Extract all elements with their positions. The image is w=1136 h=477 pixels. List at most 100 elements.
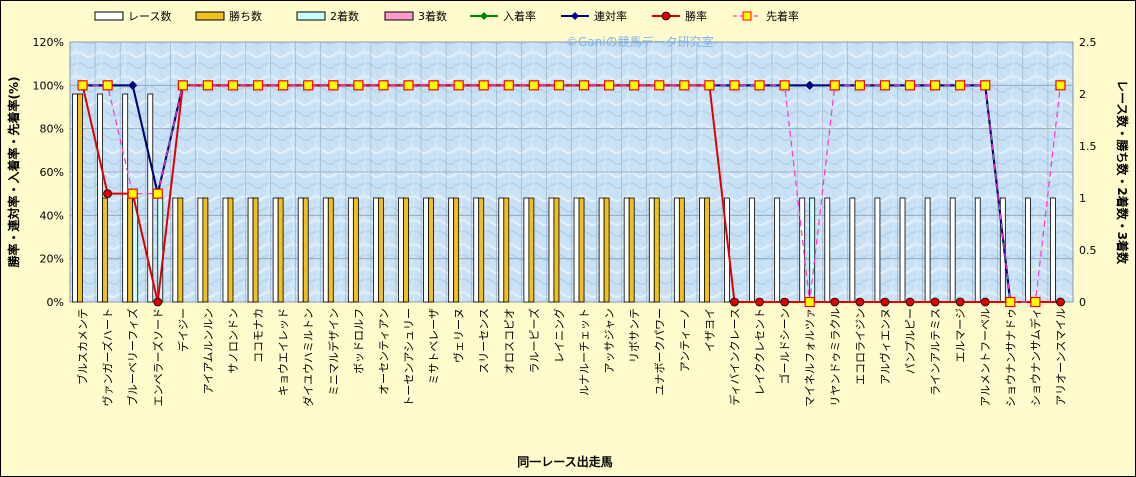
x-tick-label: キョウエイレッド bbox=[277, 308, 290, 396]
x-tick-label: ラインアルテミス bbox=[929, 308, 942, 396]
marker-勝率 bbox=[830, 297, 840, 307]
bar-レース数 bbox=[699, 197, 705, 303]
bar-勝ち数 bbox=[478, 197, 485, 303]
marker-先着率 bbox=[654, 80, 665, 91]
bar-勝ち数 bbox=[252, 197, 259, 303]
bar-レース数 bbox=[272, 197, 279, 303]
legend-label: 連対率 bbox=[594, 9, 627, 23]
x-tick-label: ヴェリーヌ bbox=[452, 308, 466, 363]
legend-label: 先着率 bbox=[766, 9, 799, 23]
bar-レース数 bbox=[423, 197, 429, 303]
x-axis-labels: ブルスカメンテ ヴァンガーズハート ブルーベリーフィズ エンペラーズソード デイジー アイ… bbox=[76, 308, 1068, 407]
bar-勝ち数 bbox=[227, 197, 234, 303]
marker-先着率 bbox=[202, 80, 214, 91]
x-tick-label: サノロンドン bbox=[227, 308, 240, 374]
left-tick-label: 40% bbox=[40, 209, 64, 222]
bar-レース数 bbox=[373, 197, 379, 303]
legend-label: 3着数 bbox=[418, 9, 447, 23]
x-tick-label: ゴールドシーン bbox=[778, 308, 792, 384]
bar-勝ち数 bbox=[77, 93, 83, 303]
gridlines bbox=[69, 41, 1074, 303]
marker-勝率 bbox=[730, 297, 739, 307]
legend-label: 入着率 bbox=[503, 9, 536, 23]
x-tick-label: ディバインクレース bbox=[727, 308, 741, 406]
x-tick-label: エンペラーズソード bbox=[151, 308, 165, 406]
x-tick-label: エルマージ bbox=[954, 308, 967, 363]
x-tick-label: ダイユウハミルトン bbox=[301, 308, 315, 407]
x-tick-label: イザヨイ bbox=[703, 308, 716, 352]
legend-marker bbox=[661, 11, 671, 21]
left-tick-label: 80% bbox=[40, 123, 64, 136]
bar-レース数 bbox=[1024, 197, 1031, 303]
bar-勝ち数 bbox=[503, 197, 510, 303]
x-tick-label: ラルーピーズ bbox=[527, 308, 541, 373]
marker-先着率 bbox=[252, 80, 264, 91]
left-tick-label: 100% bbox=[33, 79, 64, 92]
marker-勝率 bbox=[780, 297, 790, 307]
legend-swatch bbox=[94, 11, 124, 21]
bar-勝ち数 bbox=[628, 197, 635, 303]
marker-勝率 bbox=[955, 297, 965, 307]
x-tick-label: ブルーベリーフィズ bbox=[126, 308, 140, 406]
bar-勝ち数 bbox=[177, 197, 184, 303]
line-先着率 bbox=[82, 84, 1062, 303]
marker-勝率 bbox=[855, 297, 865, 307]
left-tick-label: 0% bbox=[47, 296, 64, 309]
x-tick-label: リボサンテ bbox=[628, 308, 641, 363]
bar-レース数 bbox=[974, 197, 981, 303]
bar-勝ち数 bbox=[378, 197, 384, 303]
bar-レース数 bbox=[924, 197, 931, 303]
bar-勝ち数 bbox=[327, 197, 334, 303]
marker-勝率 bbox=[980, 297, 990, 307]
marker-先着率 bbox=[804, 296, 815, 308]
x-tick-label: ショウナンサナドゥ bbox=[1004, 308, 1017, 407]
bar-勝ち数 bbox=[453, 197, 460, 303]
marker-連対率 bbox=[128, 80, 138, 90]
x-tick-label: レイニング bbox=[552, 308, 566, 363]
bar-レース数 bbox=[322, 197, 329, 303]
bar-レース数 bbox=[824, 197, 831, 303]
marker-先着率 bbox=[879, 80, 891, 91]
bar-レース数 bbox=[172, 197, 179, 303]
marker-先着率 bbox=[904, 80, 916, 91]
x-tick-label: ミサトベレーザ bbox=[428, 308, 441, 385]
marker-先着率 bbox=[428, 80, 439, 91]
marker-先着率 bbox=[528, 80, 539, 91]
x-tick-label: ヴァンガーズハート bbox=[101, 308, 115, 406]
right-tick-label: 2.5 bbox=[1079, 36, 1097, 49]
x-tick-label: ユナボークパワー bbox=[653, 308, 666, 395]
marker-先着率 bbox=[353, 80, 364, 91]
marker-勝率 bbox=[880, 297, 890, 307]
marker-先着率 bbox=[829, 80, 840, 91]
marker-勝率 bbox=[103, 189, 113, 199]
marker-先着率 bbox=[754, 80, 765, 91]
x-tick-label: トーセンアシュリー bbox=[403, 308, 416, 407]
bar-レース数 bbox=[548, 197, 555, 303]
marker-先着率 bbox=[1030, 296, 1041, 308]
legend-label: 2着数 bbox=[330, 9, 359, 23]
line-series bbox=[77, 80, 1066, 308]
right-tick-label: 1.5 bbox=[1079, 140, 1097, 153]
right-tick-label: 0.5 bbox=[1079, 244, 1097, 257]
bar-勝ち数 bbox=[553, 197, 560, 303]
bar-勝ち数 bbox=[352, 197, 359, 303]
legend-label: 勝ち数 bbox=[229, 9, 262, 23]
legend: レース数 勝ち数 2着数 3着数 入着率 連対率 勝率 先着率 bbox=[94, 9, 799, 23]
marker-先着率 bbox=[278, 80, 289, 91]
bar-レース数 bbox=[949, 197, 956, 303]
left-tick-label: 120% bbox=[33, 36, 64, 49]
bar-勝ち数 bbox=[102, 197, 109, 303]
marker-勝率 bbox=[153, 297, 163, 307]
bar-レース数 bbox=[97, 93, 104, 303]
bar-勝ち数 bbox=[704, 197, 710, 303]
left-tick-label: 60% bbox=[40, 166, 64, 179]
bar-勝ち数 bbox=[653, 197, 660, 303]
marker-勝率 bbox=[1056, 297, 1065, 307]
bar-レース数 bbox=[874, 197, 881, 303]
marker-先着率 bbox=[177, 80, 188, 91]
bar-勝ち数 bbox=[403, 197, 409, 303]
right-tick-label: 1 bbox=[1079, 192, 1086, 205]
left-axis-title: 勝率・連対率・入着率・先着率(%) bbox=[6, 77, 21, 268]
marker-勝率 bbox=[905, 297, 915, 307]
